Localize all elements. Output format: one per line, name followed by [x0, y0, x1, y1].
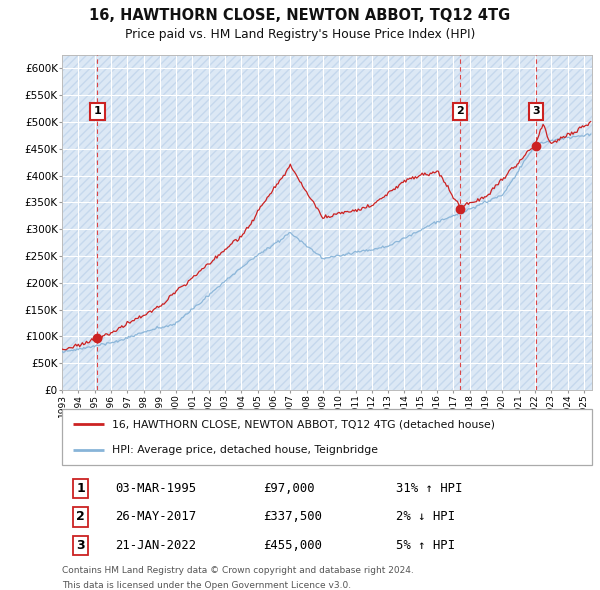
Text: HPI: Average price, detached house, Teignbridge: HPI: Average price, detached house, Teig…: [112, 445, 379, 455]
Text: 31% ↑ HPI: 31% ↑ HPI: [396, 481, 462, 494]
Text: 3: 3: [76, 539, 85, 552]
Text: 16, HAWTHORN CLOSE, NEWTON ABBOT, TQ12 4TG (detached house): 16, HAWTHORN CLOSE, NEWTON ABBOT, TQ12 4…: [112, 419, 496, 430]
Text: 03-MAR-1995: 03-MAR-1995: [115, 481, 196, 494]
Text: 2% ↓ HPI: 2% ↓ HPI: [396, 510, 455, 523]
Text: This data is licensed under the Open Government Licence v3.0.: This data is licensed under the Open Gov…: [62, 581, 351, 590]
Text: 5% ↑ HPI: 5% ↑ HPI: [396, 539, 455, 552]
Text: Price paid vs. HM Land Registry's House Price Index (HPI): Price paid vs. HM Land Registry's House …: [125, 28, 475, 41]
Text: 2: 2: [456, 106, 464, 116]
Text: 21-JAN-2022: 21-JAN-2022: [115, 539, 196, 552]
Text: 1: 1: [94, 106, 101, 116]
Text: £337,500: £337,500: [263, 510, 322, 523]
Text: Contains HM Land Registry data © Crown copyright and database right 2024.: Contains HM Land Registry data © Crown c…: [62, 566, 414, 575]
Text: £97,000: £97,000: [263, 481, 315, 494]
Text: 26-MAY-2017: 26-MAY-2017: [115, 510, 196, 523]
Text: 1: 1: [76, 481, 85, 494]
Text: 16, HAWTHORN CLOSE, NEWTON ABBOT, TQ12 4TG: 16, HAWTHORN CLOSE, NEWTON ABBOT, TQ12 4…: [89, 8, 511, 23]
Text: 3: 3: [532, 106, 539, 116]
Text: 2: 2: [76, 510, 85, 523]
Text: £455,000: £455,000: [263, 539, 322, 552]
FancyBboxPatch shape: [62, 409, 592, 465]
